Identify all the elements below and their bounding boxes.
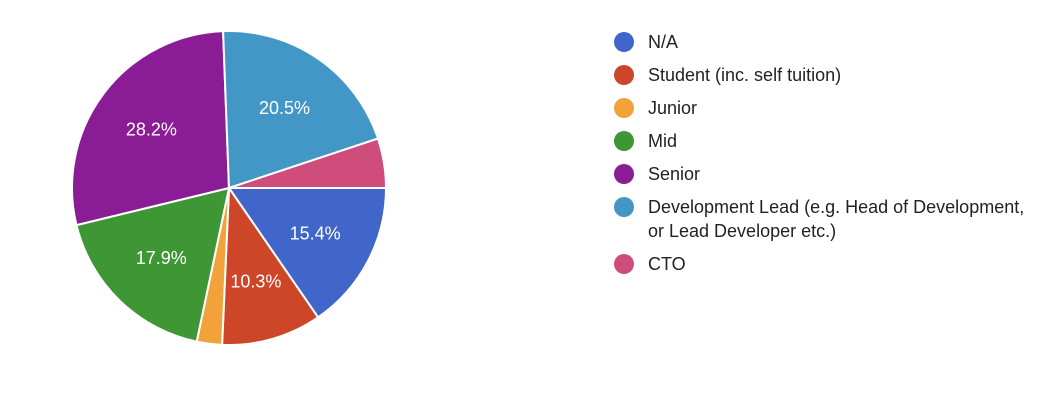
legend-swatch-icon [614, 164, 634, 184]
legend-item-0: N/A [614, 30, 1054, 54]
legend-label: Mid [648, 131, 678, 151]
legend-label: Senior [648, 164, 701, 184]
legend-item-3: Mid [614, 129, 1054, 153]
slice-data-label-4: 28.2% [126, 119, 177, 139]
legend-item-2: Junior [614, 96, 1054, 120]
pie-slice-3 [75, 186, 231, 343]
legend-swatch-icon [614, 254, 634, 274]
pie-slice-4 [71, 30, 231, 227]
legend-swatch-icon [614, 131, 634, 151]
pie-slice-0 [227, 187, 388, 319]
pie-slice-1 [221, 184, 320, 346]
legend-label: CTO [648, 254, 686, 274]
pie-chart-svg: 15.4% 10.3% 17.9% 28.2% 20.5% [71, 30, 388, 346]
legend-label: Development Lead (e.g. Head of Developme… [648, 197, 1025, 241]
legend-swatch-icon [614, 197, 634, 217]
slice-data-label-5: 20.5% [259, 98, 310, 118]
pie-slice-6 [228, 137, 388, 189]
legend-item-5: Development Lead (e.g. Head of Developme… [614, 195, 1054, 243]
legend-item-6: CTO [614, 252, 1054, 276]
legend-label: Junior [648, 98, 698, 118]
slice-data-label-1: 10.3% [230, 272, 281, 292]
legend-label: N/A [648, 32, 679, 52]
legend-swatch-icon [614, 32, 634, 52]
legend-item-4: Senior [614, 162, 1054, 186]
legend-item-1: Student (inc. self tuition) [614, 63, 1054, 87]
legend-swatch-icon [614, 98, 634, 118]
slice-data-label-3: 17.9% [136, 248, 187, 268]
legend-label: Student (inc. self tuition) [648, 65, 842, 85]
legend-swatch-icon [614, 65, 634, 85]
legend: N/A Student (inc. self tuition) Junior Mid S… [614, 30, 1054, 285]
pie-slice-5 [222, 30, 380, 190]
slice-data-label-0: 15.4% [290, 223, 341, 243]
